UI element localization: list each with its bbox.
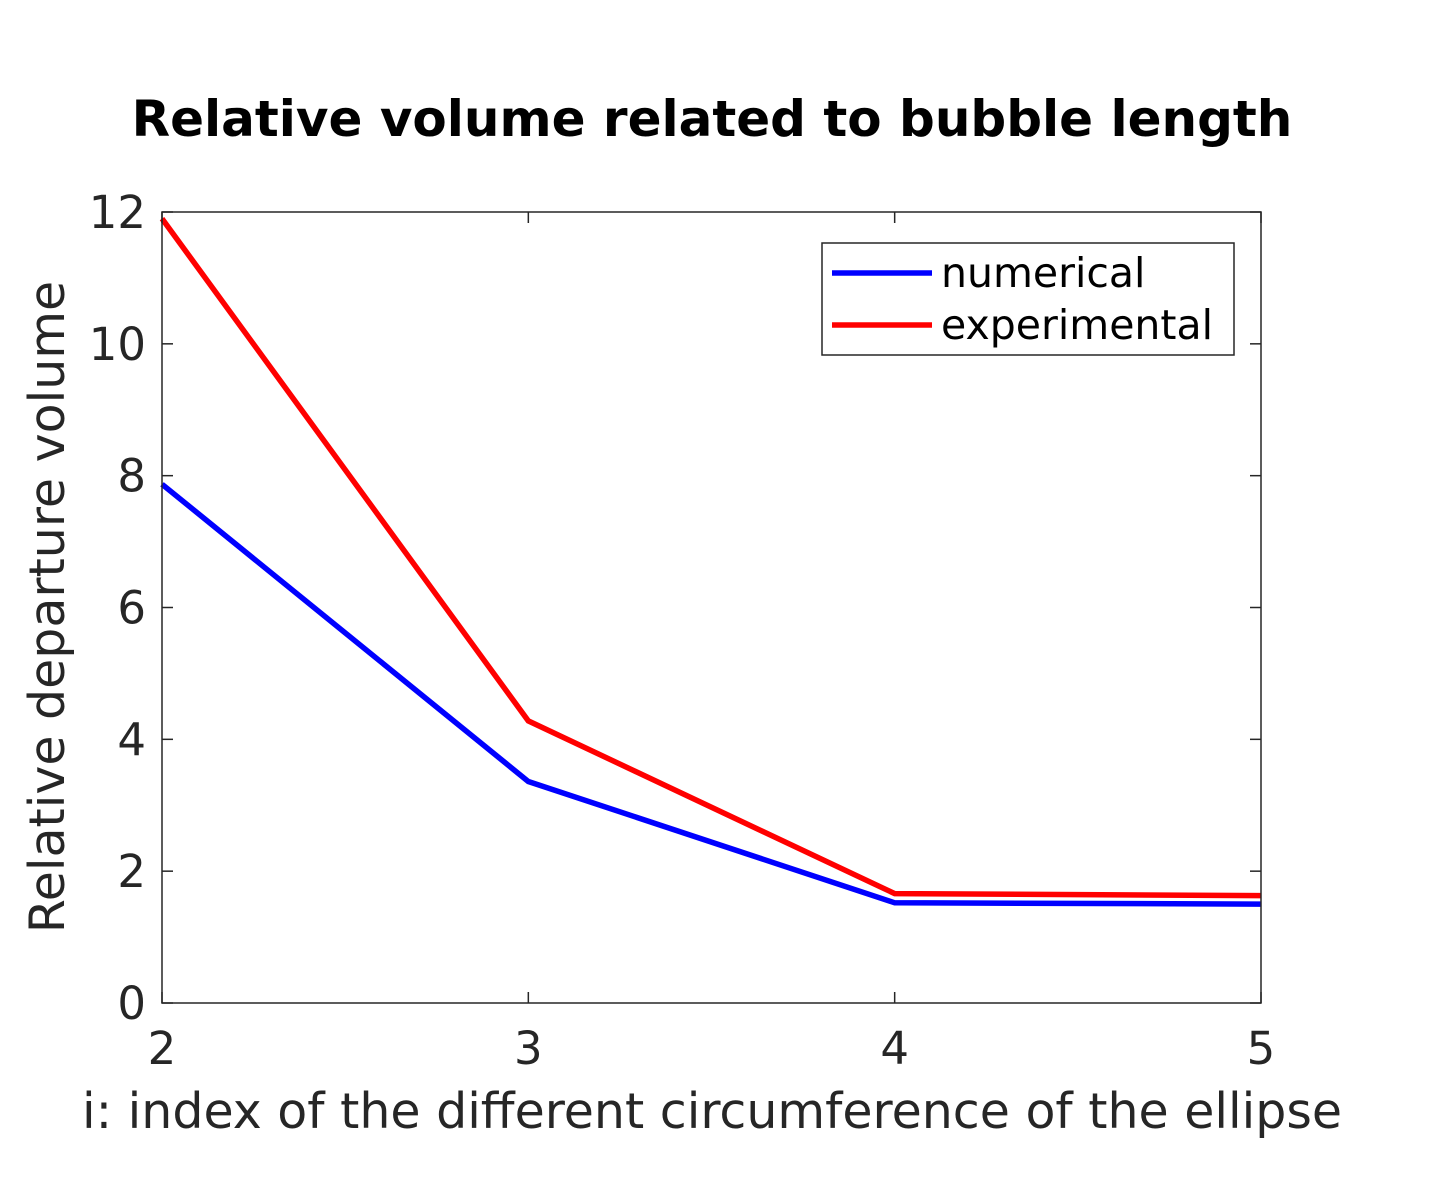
legend-box <box>821 242 1235 356</box>
y-axis-label: Relative departure volume <box>19 281 76 933</box>
y-tick-label-12: 12 <box>89 186 146 239</box>
x-tick-label-4: 4 <box>880 1022 909 1075</box>
x-tick-label-2: 2 <box>148 1022 177 1075</box>
x-tick-label-5: 5 <box>1247 1022 1276 1075</box>
x-tick-label-3: 3 <box>514 1022 543 1075</box>
series-line-numerical <box>160 482 1262 907</box>
legend: numerical experimental <box>821 242 1235 356</box>
y-tick-label-2: 2 <box>117 845 146 898</box>
series-line-experimental <box>159 216 1262 899</box>
legend-label-numerical: numerical <box>941 249 1145 297</box>
y-tick-label-8: 8 <box>117 450 146 503</box>
y-tick-label-6: 6 <box>117 582 146 635</box>
x-axis-label: i: index of the different circumference … <box>82 1083 1342 1140</box>
legend-label-experimental: experimental <box>941 301 1213 349</box>
y-tick-label-4: 4 <box>117 713 146 766</box>
chart-title: Relative volume related to bubble length <box>132 90 1293 148</box>
series-layer <box>159 216 1262 907</box>
y-tick-label-0: 0 <box>117 977 146 1030</box>
y-tick-label-10: 10 <box>89 318 146 371</box>
